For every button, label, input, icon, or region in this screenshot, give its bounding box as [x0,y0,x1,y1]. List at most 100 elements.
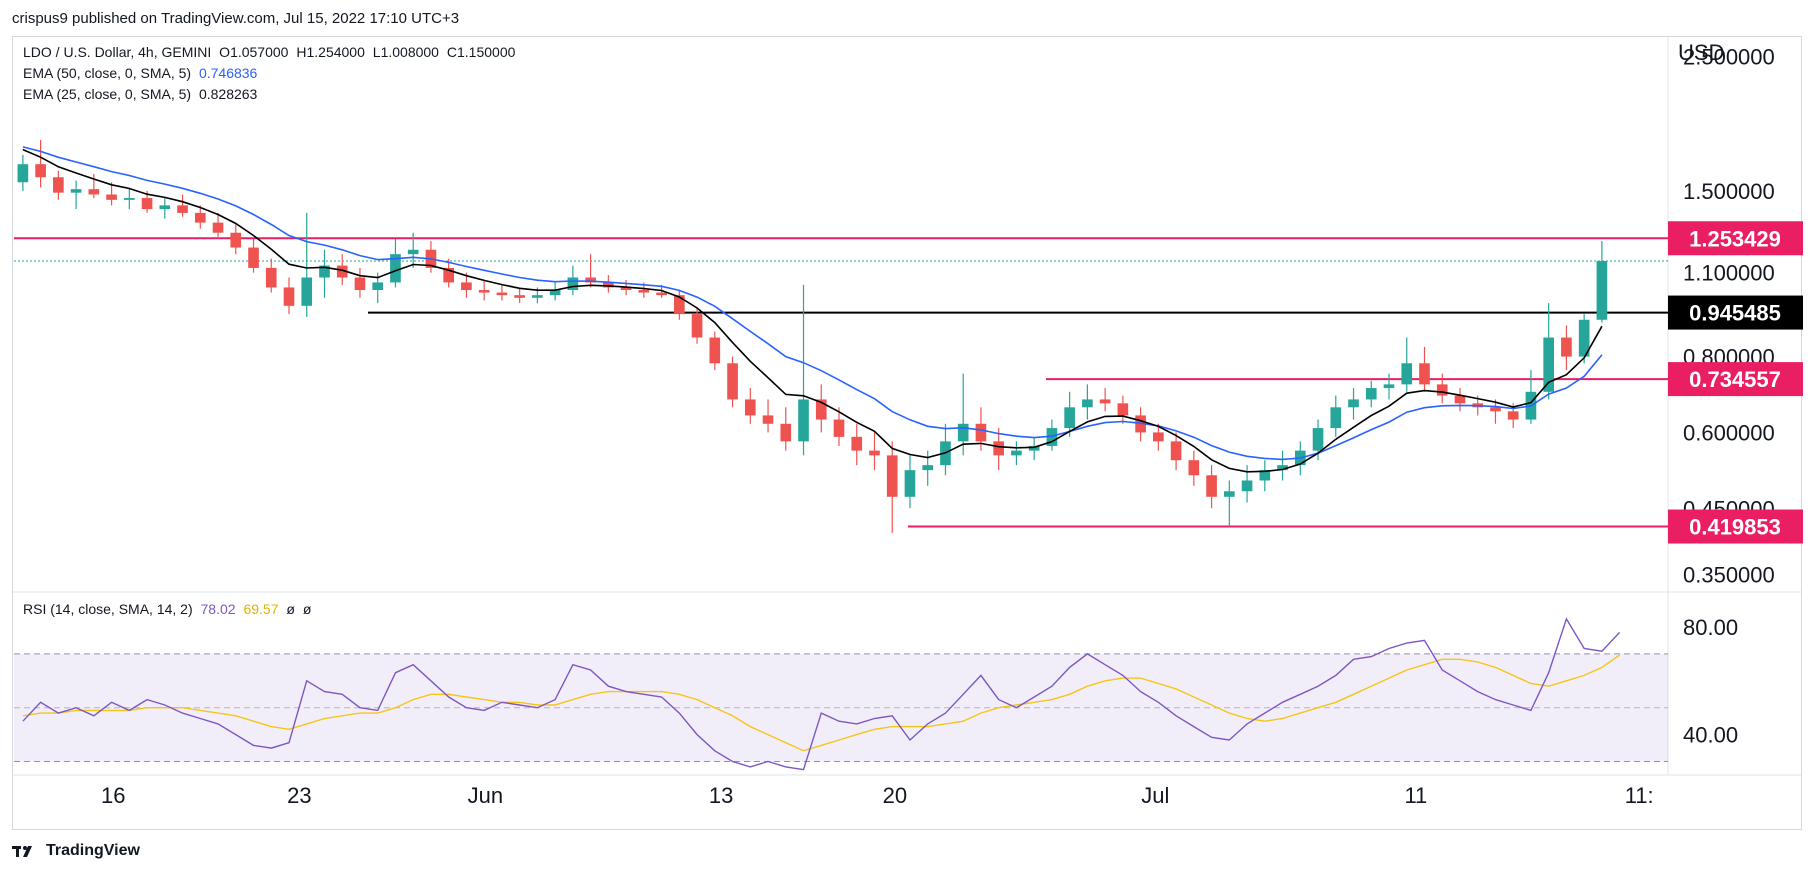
candle-body [283,287,295,306]
legend-ohlc-h-value: 1.254000 [306,44,365,60]
candle-body [35,164,46,178]
legend-rsi-sma-value: 69.57 [243,601,279,617]
legend-rsi-na2: ø [302,601,312,617]
price-tick-label: 2.500000 [1683,44,1775,69]
candle-body [1490,407,1501,412]
candles-layer [17,139,1608,533]
candle-body [1064,407,1075,429]
rsi-layer [22,617,1621,771]
candle-body [496,292,508,296]
legend-row-rsi: RSI (14, close, SMA, 14, 2) 78.02 69.57 … [23,601,311,617]
tradingview-footer[interactable]: TradingView [12,842,140,860]
candle-body [975,423,987,442]
candle-body [1170,441,1182,461]
time-tick-label: 13 [709,783,733,808]
candle-body [1365,388,1377,400]
time-tick-label: Jul [1141,783,1169,808]
candle-body [815,399,827,420]
candle-body [443,267,454,283]
candle-body [1507,411,1519,420]
legend-rsi-label: RSI (14, close, SMA, 14, 2) [23,601,193,617]
candle-body [514,295,525,298]
candle-body [106,194,117,200]
candle-body [1383,384,1395,389]
time-tick-label: 23 [287,783,311,808]
candle-body [1028,445,1040,451]
price-badge-1.253429 [1668,221,1803,256]
chart-frame[interactable] [12,36,1802,830]
price-badge-0.419853 [1668,509,1803,544]
candle-body [17,164,29,183]
legend-row-symbol: LDO / U.S. Dollar, 4h, GEMINI O1.057000 … [23,44,515,60]
candle-body [1259,470,1271,481]
candle-body [1206,475,1217,497]
candle-body [248,247,259,268]
candle-body [1596,260,1608,320]
candle-body [1099,399,1111,404]
candle-body [567,277,579,290]
candle-body [869,450,880,456]
candle-body [886,455,898,497]
price-badge-label: 0.734557 [1689,367,1781,392]
candle-body [674,295,685,315]
time-tick-label: 11: [1625,783,1654,808]
candle-body [159,205,171,210]
time-tick-label: 16 [101,783,125,808]
legend-ema50-value: 0.746836 [198,65,258,81]
candle-body [1011,450,1022,456]
candle-body [1117,403,1129,416]
price-tick-label: 0.600000 [1683,420,1775,445]
candle-body [603,282,614,288]
legend-ema25-label: EMA (25, close, 0, SMA, 5) [23,86,192,102]
candle-body [1348,399,1359,408]
candle-body [407,249,419,255]
candle-body [141,198,153,210]
candle-body [301,277,313,306]
legend-ohlc-l-label: L [372,44,381,60]
legend-ema25-value: 0.828263 [198,86,258,102]
candle-body [762,415,774,424]
legend-ohlc-o-label: O [219,44,231,60]
candle-body [1153,432,1164,442]
price-tick-label: 1.500000 [1683,179,1775,204]
candle-body [851,436,863,451]
price-tick-label: 1.100000 [1683,261,1775,286]
rsi-tick-label: 80.00 [1683,615,1738,640]
rsi-sma-line [22,654,1620,752]
candle-body [390,254,401,283]
candle-body [1188,460,1200,476]
candle-body [691,314,703,338]
grid-layer [13,37,1801,776]
candle-body [1401,363,1413,385]
candle-body [585,277,596,283]
candle-body [372,282,384,290]
ema-layer [22,146,1603,473]
price-badge-0.734557 [1668,362,1803,397]
legend-ohlc-o-value: 1.057000 [230,44,289,60]
candle-body [1578,319,1590,357]
candle-body [1454,395,1466,404]
candle-body [1277,465,1288,471]
candle-body [638,289,650,293]
candle-body [833,419,845,437]
legend-ohlc-c-label: C [446,44,457,60]
publish-caption: crispus9 published on TradingView.com, J… [12,10,460,27]
candle-body [532,295,543,298]
candle-body [904,470,916,497]
rsi-band-layer [14,653,1668,763]
legend-rsi-na1: ø [286,601,295,617]
legend-row-ema25: EMA (25, close, 0, SMA, 5) 0.828263 [23,86,257,102]
price-badge-0.945485 [1668,295,1803,330]
tradingview-logo-icon [12,846,32,857]
candle-body [1082,399,1093,408]
candle-body [230,232,242,248]
candle-body [744,399,756,416]
candle-body [1046,428,1058,446]
price-axis-unit: USD [1678,40,1725,65]
tradingview-brand: TradingView [46,842,140,859]
candle-body [709,337,721,364]
candle-body [478,289,490,293]
candle-body [265,267,277,288]
candle-body [656,292,667,296]
